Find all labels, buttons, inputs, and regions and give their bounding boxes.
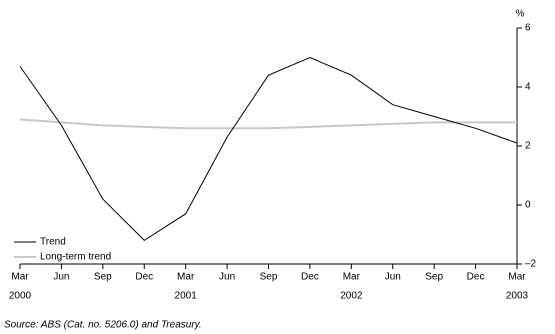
x-tick-label: Dec <box>135 272 153 283</box>
series-line <box>19 56 518 242</box>
x-tick-label: Mar <box>11 272 29 283</box>
x-year-label: 2003 <box>506 291 529 302</box>
x-year-label: 2002 <box>340 291 363 302</box>
y-tick-label: 2 <box>525 141 531 152</box>
x-tick-label: Mar <box>177 272 195 283</box>
x-tick-label: Sep <box>94 272 112 283</box>
x-tick-label: Dec <box>301 272 319 283</box>
y-tick-label: 0 <box>525 200 531 211</box>
x-tick-label: Jun <box>219 272 235 283</box>
legend-label: Trend <box>40 237 66 248</box>
y-unit: % <box>516 9 525 20</box>
x-tick-label: Mar <box>343 272 361 283</box>
x-tick-label: Jun <box>385 272 401 283</box>
source: Source: ABS (Cat. no. 5206.0) and Treasu… <box>4 320 202 331</box>
x-tick-label: Sep <box>260 272 278 283</box>
x-tick-label: Sep <box>425 272 443 283</box>
x-tick-label: Jun <box>53 272 69 283</box>
series-line <box>19 118 517 130</box>
x-tick-label: Mar <box>508 272 526 283</box>
y-tick-label: –2 <box>525 259 537 270</box>
x-tick-label: Dec <box>467 272 485 283</box>
x-year-label: 2000 <box>9 291 32 302</box>
legend-label: Long-term trend <box>40 252 111 263</box>
y-tick-label: 4 <box>525 82 531 93</box>
x-year-label: 2001 <box>175 291 198 302</box>
y-tick-label: 6 <box>525 23 531 34</box>
